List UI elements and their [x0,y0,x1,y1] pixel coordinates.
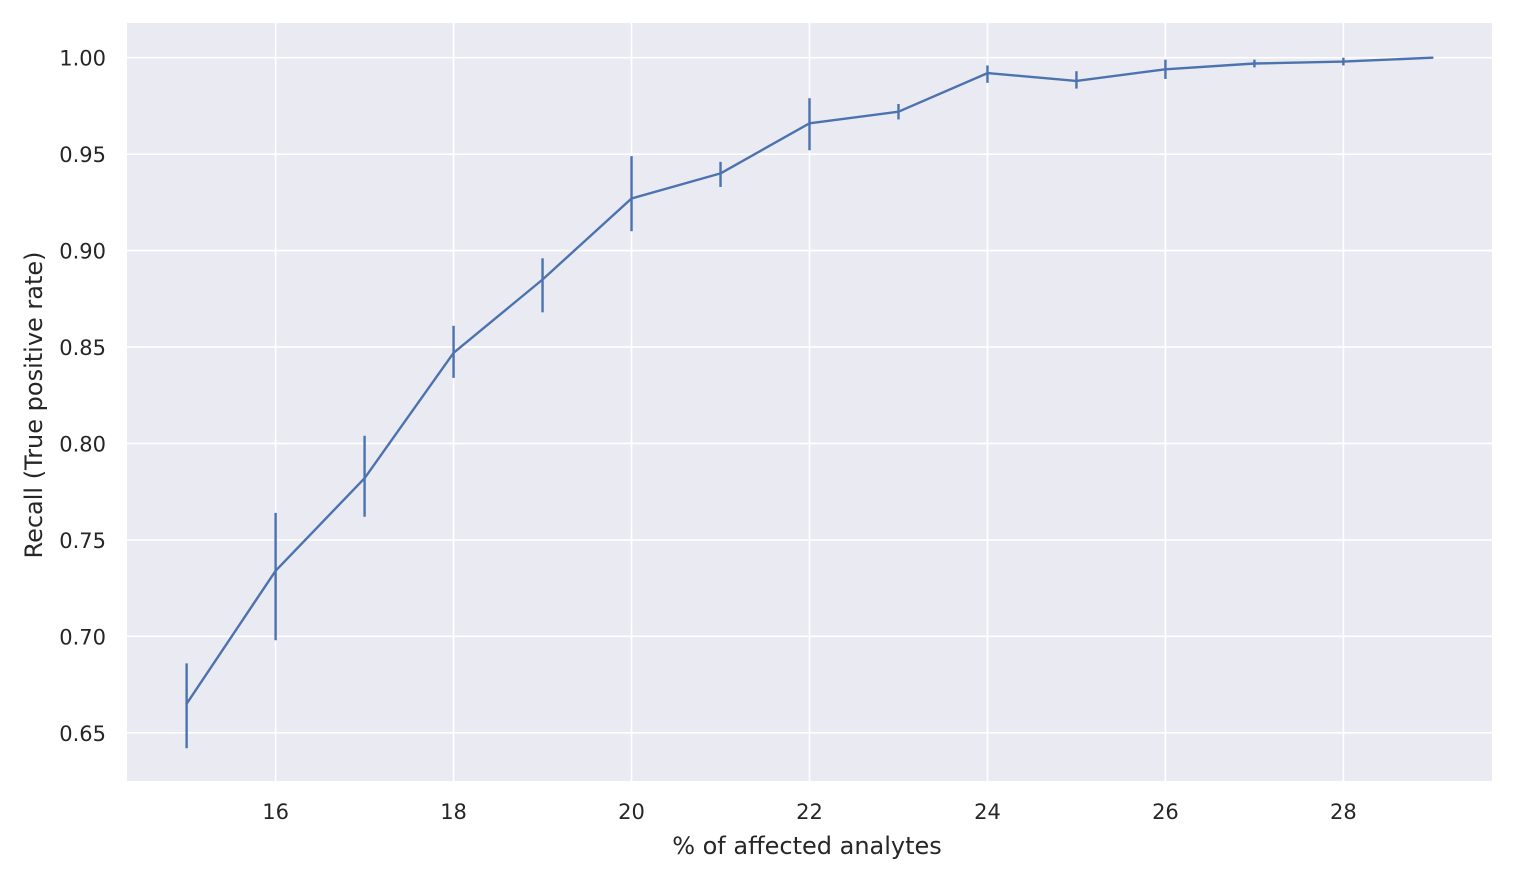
y-tick-label: 0.65 [59,722,106,746]
y-tick-label: 0.95 [59,143,106,167]
series-layer [185,56,1434,749]
x-tick-label: 24 [974,800,1001,824]
y-tick-label: 0.85 [59,336,106,360]
tick-labels: 16 18 20 22 24 26 28 0.65 0.70 0.75 0.80 0.85 0.90 0.… [59,47,1357,824]
x-tick-label: 20 [618,800,645,824]
x-tick-label: 16 [262,800,289,824]
y-tick-label: 0.90 [59,240,106,264]
y-tick-label: 0.70 [59,625,106,649]
x-tick-label: 28 [1330,800,1357,824]
x-tick-label: 22 [796,800,823,824]
x-axis-label: % of affected analytes [672,832,942,860]
y-tick-label: 1.00 [59,47,106,71]
x-tick-label: 18 [440,800,467,824]
x-tick-label: 26 [1152,800,1179,824]
grid-lines [127,23,1492,781]
y-axis-label: Recall (True positive rate) [20,251,48,558]
y-tick-label: 0.75 [59,529,106,553]
y-tick-label: 0.80 [59,432,106,456]
